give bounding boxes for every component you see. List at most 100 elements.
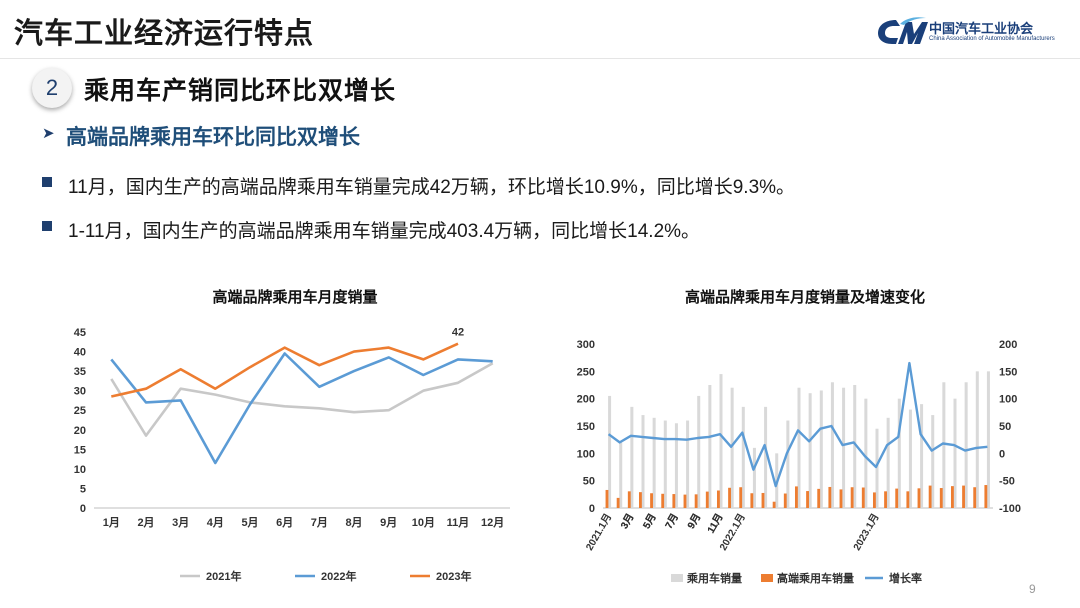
x-tick-label: 7月 [311,516,328,529]
monthly-sales-line-chart: 0 5 10 15 20 25 30 35 40 45 1月 2月 3月 4月 5月 6月 7月 8月 9月 10月 1… [74,327,510,583]
premium-sales-bar [950,486,954,508]
premium-sales-bar [917,488,921,508]
x-tick-label: 5月 [641,512,659,531]
x-tick-label: 10月 [412,516,435,529]
legend-swatch [671,574,683,582]
page-number: 9 [1029,582,1036,596]
section-number-badge: 2 [32,68,72,108]
passenger-sales-bar [764,406,768,508]
premium-sales-bar [962,485,965,508]
y-tick-label: 10 [74,464,86,476]
bullet-text-1: 11月，国内生产的高端品牌乘用车销量完成42万辆，环比增长10.9%，同比增长9… [68,177,796,198]
premium-sales-bar [705,491,709,508]
x-tick-label: 11月 [447,516,470,529]
passenger-sales-bar [808,393,812,508]
passenger-sales-bar [830,382,834,508]
passenger-sales-bar [964,382,968,508]
premium-sales-bar [861,487,865,508]
passenger-sales-bar [752,447,756,508]
y2-tick-label: 100 [999,394,1017,406]
y2-tick-label: 0 [999,448,1005,460]
premium-sales-bar [694,494,698,508]
legend-swatch [761,574,773,582]
data-label: 42 [452,327,464,339]
x-tick-label: 9月 [380,516,397,529]
x-tick-label: 8月 [345,516,362,529]
passenger-sales-bar [886,417,890,508]
x-tick-label: 5月 [241,516,258,529]
y2-tick-label: 150 [999,366,1017,378]
y2-tick-label: -100 [999,503,1021,515]
chart1-title: 高端品牌乘用车月度销量 [212,289,378,306]
x-tick-label: 12月 [481,516,504,529]
bullet-text-2: 1-11月，国内生产的高端品牌乘用车销量完成403.4万辆，同比增长14.2%。 [68,221,701,242]
x-tick-label: 6月 [276,516,293,529]
premium-sales-bar [872,492,876,508]
section-title: 乘用车产销同比环比双增长 [84,77,397,105]
premium-sales-bar [627,491,631,508]
passenger-sales-bar [708,385,712,508]
premium-sales-bar [817,488,821,508]
legend-label: 高端乘用车销量 [777,571,854,585]
series-line-2022年 [110,352,493,465]
passenger-sales-bar [975,371,979,508]
premium-sales-bar [661,493,665,508]
legend-label: 2022年 [321,569,356,583]
passenger-sales-bar [986,371,990,508]
x-tick-label: 3月 [172,516,189,529]
chart2-title: 高端品牌乘用车月度销量及增速变化 [684,289,925,306]
passenger-sales-bar [663,420,667,508]
passenger-sales-bar [730,387,734,508]
premium-sales-bar [683,494,687,508]
y-tick-label: 300 [577,339,595,351]
subsection-title: 高端品牌乘用车环比同比双增长 [66,126,360,149]
x-tick-label: 3月 [618,512,636,531]
passenger-sales-bar [652,417,656,508]
passenger-sales-bar [819,390,823,508]
premium-sales-bar [895,488,899,508]
square-bullet-icon [42,177,52,187]
premium-sales-bar [794,486,798,508]
passenger-sales-bar [630,406,634,508]
legend-label: 乘用车销量 [686,571,742,585]
premium-sales-bar [616,497,620,508]
y-tick-label: 35 [74,366,86,378]
square-bullet-icon [42,221,52,231]
caam-logo-mark [878,17,928,44]
header-bar: 汽车工业经济运行特点 中国汽车工业协会 China Association of… [0,0,1080,54]
y2-tick-label: 50 [999,421,1011,433]
passenger-sales-bar [674,423,678,508]
premium-sales-bar [828,486,832,508]
y-tick-label: 40 [74,347,86,359]
y-tick-label: 0 [589,503,595,515]
premium-sales-bar [939,488,943,508]
premium-sales-bar [650,493,653,508]
y-tick-label: 250 [577,366,595,378]
y-tick-label: 200 [577,394,595,406]
legend-label: 2023年 [436,569,471,583]
y-tick-label: 150 [577,421,595,433]
legend-label: 2021年 [206,569,241,583]
y2-tick-label: 200 [999,339,1017,351]
premium-sales-bar [638,492,642,508]
premium-sales-bar [772,501,776,508]
page-title: 汽车工业经济运行特点 [14,18,315,50]
series-line-2021年 [110,362,494,437]
x-tick-label: 2023.1月 [851,512,882,553]
premium-sales-bar [984,485,988,508]
premium-sales-bar [716,490,720,508]
premium-sales-bar [884,491,887,508]
passenger-sales-bar [942,382,946,508]
y-tick-label: 50 [583,476,595,488]
premium-sales-bar [728,487,731,508]
passenger-sales-bar [908,409,912,508]
passenger-sales-bar [797,387,801,508]
caam-logo: 中国汽车工业协会 China Association of Automobile… [876,16,1066,52]
header-divider [0,58,1080,59]
x-tick-label: 9月 [685,512,703,531]
sales-growth-combo-chart: 0 50 100 150 200 250 300 -100 -50 0 50 100 150 200 202… [577,339,1021,585]
passenger-sales-bar [864,398,868,508]
premium-sales-bar [906,491,910,508]
premium-sales-bar [850,487,854,508]
x-tick-label: 1月 [103,516,120,529]
